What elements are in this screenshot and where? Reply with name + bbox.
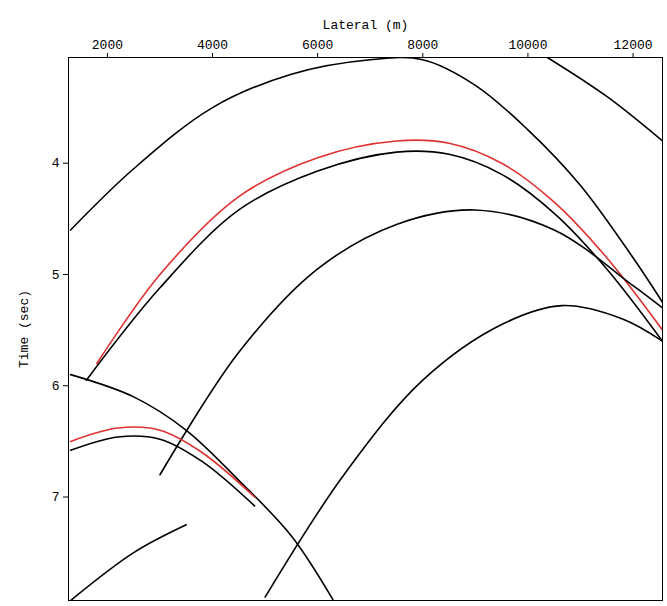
svg-text:7: 7: [52, 490, 60, 505]
svg-text:10000: 10000: [508, 38, 547, 53]
svg-text:5: 5: [52, 268, 60, 283]
svg-text:4000: 4000: [197, 38, 228, 53]
svg-text:Lateral (m): Lateral (m): [323, 18, 409, 33]
svg-text:6000: 6000: [302, 38, 333, 53]
svg-text:6: 6: [52, 379, 60, 394]
svg-text:8000: 8000: [407, 38, 438, 53]
svg-text:Time (sec): Time (sec): [17, 290, 32, 368]
svg-text:2000: 2000: [92, 38, 123, 53]
svg-text:4: 4: [52, 156, 60, 171]
svg-text:12000: 12000: [614, 38, 653, 53]
